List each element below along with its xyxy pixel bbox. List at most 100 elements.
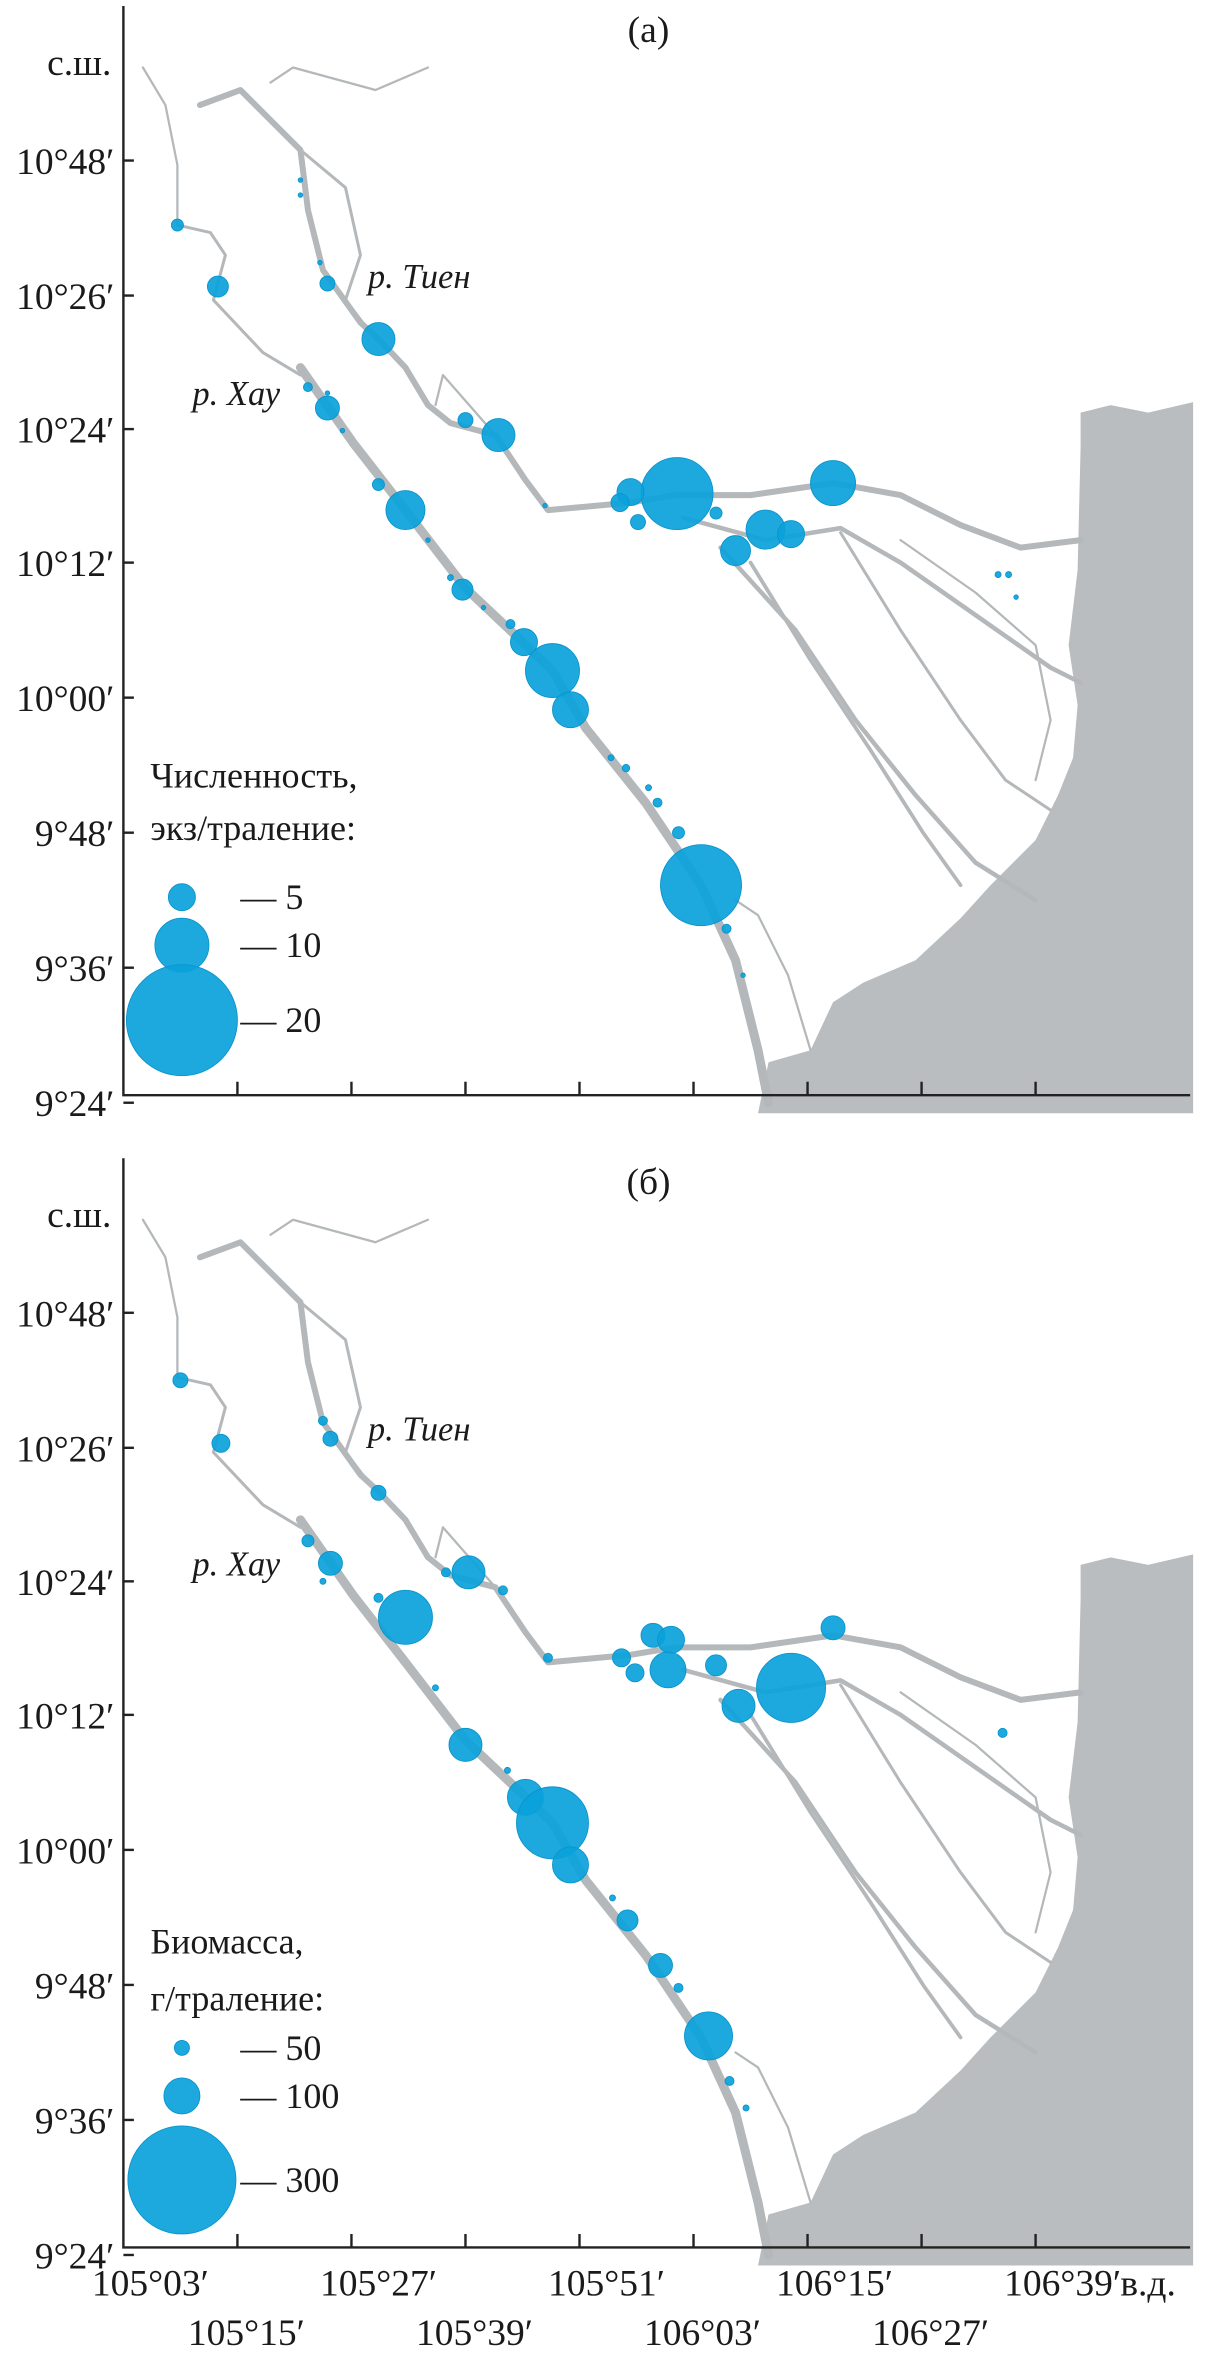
lat-tick-label: 10°24′ (16, 1563, 114, 1604)
lat-tick-label: 10°26′ (16, 277, 114, 318)
lon-tick-label: 105°27′ (320, 2263, 437, 2304)
river-label-hau: р. Хау (189, 1545, 280, 1583)
axis-frame (122, 1158, 1191, 2249)
catch-bubble (425, 537, 431, 543)
lat-tick-label: 9°48′ (35, 1966, 114, 2007)
catch-bubble (742, 2104, 750, 2112)
lat-tick-label: 10°00′ (16, 1831, 114, 1872)
catch-bubble (297, 192, 304, 198)
river-channel (434, 373, 497, 437)
catch-bubble (447, 574, 454, 582)
catch-bubble (451, 578, 474, 601)
legend-entry-label: — 5 (239, 877, 303, 917)
catch-bubble (640, 457, 714, 531)
river-channel (734, 899, 812, 1052)
legend-title: Биомасса, (150, 1921, 303, 1961)
catch-bubble (1005, 571, 1013, 579)
catch-bubble (504, 1766, 511, 1774)
river-channel (899, 1691, 1052, 1934)
catch-bubble (317, 259, 323, 266)
catch-bubble (301, 1534, 315, 1548)
catch-bubble (319, 275, 336, 292)
legend-entry-label: — 50 (239, 2028, 321, 2068)
catch-bubble (820, 1615, 846, 1641)
legend-entry-label: — 100 (239, 2076, 339, 2116)
legend-entry-label: — 300 (239, 2160, 339, 2200)
lat-tick-label: 9°24′ (35, 1084, 114, 1125)
catch-bubble (324, 390, 331, 396)
river-channel (175, 1375, 302, 1529)
catch-bubble (361, 322, 396, 357)
catch-bubble (756, 1652, 826, 1723)
legend-bubble (154, 917, 210, 973)
catch-bubble (432, 1684, 439, 1692)
river-channel (748, 560, 963, 888)
catch-bubble (378, 1589, 433, 1645)
river-channel (141, 66, 179, 227)
catch-bubble (673, 1982, 684, 1993)
catch-bubble (370, 1484, 387, 1501)
legend-bubble (163, 2077, 201, 2115)
catch-bubble (457, 412, 474, 429)
catch-bubble (552, 691, 589, 729)
catch-bubble (498, 1585, 508, 1596)
catch-bubble (505, 619, 516, 630)
catch-bubble (684, 2011, 733, 2061)
lon-tick-label: 106°27′ (872, 2313, 989, 2354)
panel-label: (б) (626, 1162, 670, 1203)
catch-bubble (297, 177, 304, 183)
lon-tick-label: 106°03′ (644, 2313, 761, 2354)
lat-unit-label: с.ш. (47, 1195, 111, 1236)
lat-tick-label: 10°26′ (16, 1429, 114, 1470)
catch-bubble (211, 1433, 231, 1453)
axis-frame (122, 6, 1191, 1097)
catch-bubble (448, 1727, 483, 1762)
lat-unit-label: с.ш. (47, 43, 111, 84)
catch-bubble (660, 844, 742, 927)
catch-bubble (645, 784, 652, 792)
catch-bubble (542, 502, 548, 509)
catch-bubble (621, 763, 631, 773)
lat-tick-label: 10°12′ (16, 1696, 114, 1737)
sea-area (758, 402, 1194, 1114)
legend-bubble (125, 964, 238, 1077)
catch-bubble (172, 1372, 189, 1389)
catch-bubble (610, 493, 630, 513)
panel-a-map: 10°48′ 10°26′ 10°24′ 10°12′ 10°00′ 9°48′ 9°36′… (16, 6, 1194, 1125)
river-channel (298, 1300, 377, 1493)
legend-entry-label: — 10 (239, 925, 321, 965)
river-channel (269, 66, 430, 92)
catch-bubble (672, 826, 685, 840)
catch-bubble (616, 1909, 639, 1932)
catch-bubble (516, 1786, 589, 1860)
lat-tick-label: 9°48′ (35, 814, 114, 855)
lon-tick-label: 105°03′ (92, 2263, 209, 2304)
lat-tick-label: 9°24′ (35, 2236, 114, 2277)
river-channel (718, 1697, 1038, 2055)
lat-tick-label: 10°24′ (16, 411, 114, 452)
catch-bubble (451, 1555, 486, 1590)
catch-bubble (1013, 594, 1019, 600)
river-channel (175, 223, 302, 377)
lon-tick-label: 106°15′ (776, 2263, 893, 2304)
catch-bubble (322, 1430, 339, 1447)
catch-bubble (630, 514, 646, 531)
catch-bubble (302, 382, 313, 393)
catch-bubble (649, 1651, 687, 1689)
sea-area (758, 1554, 1194, 2266)
legend-subtitle: экз/траление: (150, 808, 356, 848)
river-label-tien: р. Тиен (365, 1410, 471, 1448)
catch-bubble (720, 535, 751, 567)
catch-bubble (317, 1550, 343, 1576)
catch-bubble (705, 1654, 727, 1677)
river-label-tien: р. Тиен (365, 258, 471, 296)
lat-tick-label: 9°36′ (35, 2101, 114, 2142)
panel-label: (а) (628, 10, 670, 51)
lat-tick-label: 10°12′ (16, 544, 114, 585)
catch-bubble (481, 418, 516, 453)
lat-tick-label: 10°00′ (16, 679, 114, 720)
catch-bubble (206, 275, 229, 298)
catch-bubble (371, 478, 385, 492)
legend-subtitle: г/траление: (150, 1978, 324, 2018)
